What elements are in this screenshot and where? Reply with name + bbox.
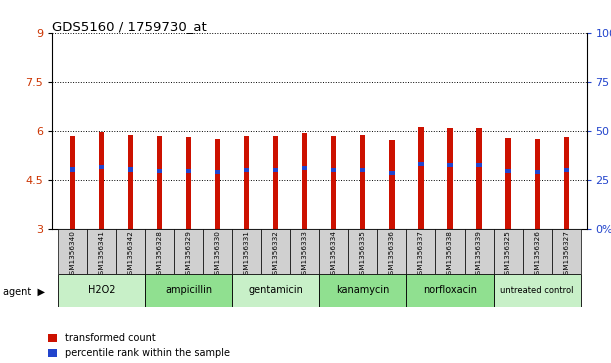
Text: agent  ▶: agent ▶ — [3, 287, 45, 297]
Bar — [505, 138, 511, 229]
Bar — [232, 274, 320, 307]
Bar — [145, 274, 232, 307]
Bar — [552, 229, 580, 274]
Bar — [348, 229, 378, 274]
Text: GSM1356332: GSM1356332 — [273, 231, 279, 280]
Text: GSM1356334: GSM1356334 — [331, 231, 337, 280]
Bar — [244, 168, 249, 172]
Bar — [563, 136, 569, 229]
Bar — [186, 168, 191, 173]
Bar — [70, 167, 75, 172]
Bar — [128, 135, 133, 229]
Text: GSM1356331: GSM1356331 — [244, 231, 250, 280]
Bar — [157, 136, 162, 229]
Bar — [290, 229, 320, 274]
Bar — [535, 139, 540, 229]
Text: norfloxacin: norfloxacin — [423, 285, 477, 295]
Legend: transformed count, percentile rank within the sample: transformed count, percentile rank withi… — [48, 333, 230, 358]
Bar — [145, 229, 174, 274]
Text: GSM1356328: GSM1356328 — [156, 231, 163, 280]
Bar — [464, 229, 494, 274]
Bar — [419, 127, 423, 229]
Bar — [320, 229, 348, 274]
Text: kanamycin: kanamycin — [336, 285, 390, 295]
Bar — [244, 136, 249, 229]
Bar — [419, 162, 423, 166]
Text: GSM1356340: GSM1356340 — [69, 231, 75, 280]
Bar — [406, 229, 436, 274]
Bar — [70, 136, 75, 229]
Bar — [535, 170, 540, 174]
Text: GSM1356341: GSM1356341 — [98, 231, 104, 280]
Text: untreated control: untreated control — [500, 286, 574, 295]
Bar — [186, 137, 191, 229]
Bar — [378, 229, 406, 274]
Bar — [215, 139, 220, 229]
Bar — [157, 168, 162, 173]
Bar — [331, 136, 337, 229]
Text: GSM1356326: GSM1356326 — [534, 231, 540, 280]
Bar — [406, 274, 494, 307]
Bar — [320, 274, 406, 307]
Text: GSM1356339: GSM1356339 — [476, 231, 482, 280]
Bar — [477, 128, 481, 229]
Bar — [99, 132, 104, 229]
Bar — [494, 274, 580, 307]
Text: GSM1356325: GSM1356325 — [505, 231, 511, 280]
Text: ampicillin: ampicillin — [165, 285, 212, 295]
Bar — [563, 168, 569, 172]
Bar — [494, 229, 522, 274]
Text: H2O2: H2O2 — [87, 285, 115, 295]
Text: gentamicin: gentamicin — [248, 285, 303, 295]
Text: GSM1356335: GSM1356335 — [360, 231, 366, 280]
Bar — [273, 168, 278, 172]
Bar — [232, 229, 261, 274]
Text: GSM1356337: GSM1356337 — [418, 231, 424, 280]
Text: GSM1356342: GSM1356342 — [127, 231, 133, 280]
Text: GSM1356329: GSM1356329 — [186, 231, 191, 280]
Bar — [58, 274, 145, 307]
Bar — [261, 229, 290, 274]
Bar — [360, 168, 365, 172]
Bar — [389, 171, 395, 175]
Text: GDS5160 / 1759730_at: GDS5160 / 1759730_at — [52, 20, 207, 33]
Bar — [360, 135, 365, 229]
Bar — [331, 168, 337, 172]
Bar — [505, 169, 511, 173]
Bar — [273, 136, 278, 229]
Bar — [302, 133, 307, 229]
Text: GSM1356336: GSM1356336 — [389, 231, 395, 280]
Bar — [174, 229, 203, 274]
Bar — [436, 229, 464, 274]
Bar — [116, 229, 145, 274]
Text: GSM1356333: GSM1356333 — [302, 231, 308, 280]
Text: GSM1356338: GSM1356338 — [447, 231, 453, 280]
Bar — [389, 140, 395, 229]
Bar — [99, 165, 104, 169]
Text: GSM1356330: GSM1356330 — [214, 231, 221, 280]
Bar — [215, 170, 220, 174]
Bar — [128, 167, 133, 172]
Bar — [447, 128, 453, 229]
Bar — [302, 166, 307, 170]
Bar — [58, 229, 87, 274]
Bar — [447, 163, 453, 167]
Bar — [477, 163, 481, 167]
Bar — [87, 229, 116, 274]
Bar — [203, 229, 232, 274]
Text: GSM1356327: GSM1356327 — [563, 231, 569, 280]
Bar — [522, 229, 552, 274]
